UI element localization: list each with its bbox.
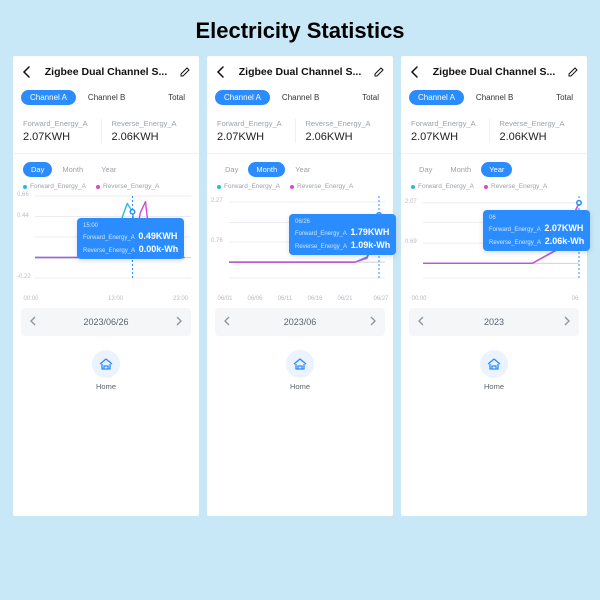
legend-reverse: Reverse_Energy_A [290,183,353,190]
date-label[interactable]: 2023/06/26 [83,317,128,327]
y-tick: -0.22 [17,274,31,280]
reverse-label: Reverse_Energy_A [500,119,578,128]
y-tick: 2.07 [405,199,417,205]
period-year[interactable]: Year [287,162,318,177]
prev-icon[interactable] [417,316,425,328]
prev-icon[interactable] [223,316,231,328]
app-title: Zigbee Dual Channel S... [227,66,373,78]
reverse-label: Reverse_Energy_A [112,119,190,128]
x-tick: 06 [572,296,579,302]
app-title: Zigbee Dual Channel S... [421,66,567,78]
date-nav: 2023/06/26 [21,308,191,336]
home-label: Home [290,382,310,391]
panel-day: Zigbee Dual Channel S... Channel A Channel… [13,56,199,516]
period-month[interactable]: Month [54,162,91,177]
edit-icon[interactable] [373,66,385,78]
x-tick: 06/16 [307,296,322,302]
reverse-value: 2.06KWH [112,131,190,143]
period-year[interactable]: Year [481,162,512,177]
panels-row: Zigbee Dual Channel S... Channel A Channel… [0,56,600,516]
chart-tooltip: 15:00Forward_Energy_A 0.49KWHReverse_Ene… [77,218,184,259]
back-icon[interactable] [215,66,227,78]
x-tick: 06/01 [217,296,232,302]
period-day[interactable]: Day [23,162,52,177]
x-tick: 13:00 [108,296,123,302]
forward-label: Forward_Energy_A [411,119,489,128]
date-nav: 2023 [409,308,579,336]
tab-total[interactable]: Total [550,90,579,105]
forward-label: Forward_Energy_A [23,119,101,128]
tab-channel-b[interactable]: Channel B [276,90,325,105]
date-label[interactable]: 2023/06 [284,317,317,327]
period-month[interactable]: Month [248,162,285,177]
tab-channel-a[interactable]: Channel A [409,90,464,105]
page-title: Electricity Statistics [0,0,600,56]
x-tick: 06/11 [278,296,293,302]
tab-total[interactable]: Total [162,90,191,105]
forward-value: 2.07KWH [411,131,489,143]
reverse-value: 2.06KWH [500,131,578,143]
y-tick: 2.27 [211,198,223,204]
x-tick: 23:00 [173,296,188,302]
tab-channel-b[interactable]: Channel B [470,90,519,105]
legend-forward: Forward_Energy_A [217,183,280,190]
chart-tooltip: 06/26Forward_Energy_A 1.79KWHReverse_Ene… [289,214,396,255]
home-icon[interactable] [480,350,508,378]
y-tick: 0.69 [405,239,417,245]
period-year[interactable]: Year [93,162,124,177]
reverse-value: 2.06KWH [306,131,384,143]
forward-value: 2.07KWH [23,131,101,143]
edit-icon[interactable] [179,66,191,78]
edit-icon[interactable] [567,66,579,78]
date-nav: 2023/06 [215,308,385,336]
energy-chart[interactable]: 0.66 0.44 -0.22 00:00 13:00 23:00 15:00Forward… [13,192,199,302]
forward-label: Forward_Energy_A [217,119,295,128]
tab-total[interactable]: Total [356,90,385,105]
x-tick: 06/27 [373,296,388,302]
reverse-label: Reverse_Energy_A [306,119,384,128]
home-label: Home [96,382,116,391]
legend-forward: Forward_Energy_A [23,183,86,190]
x-tick: 00:00 [411,296,426,302]
energy-chart[interactable]: 2.07 0.69 00:00 06 06Forward_Energy_A 2.07KW… [401,192,587,302]
period-month[interactable]: Month [442,162,479,177]
panel-year: Zigbee Dual Channel S... Channel A Channel… [401,56,587,516]
next-icon[interactable] [175,316,183,328]
tab-channel-a[interactable]: Channel A [215,90,270,105]
prev-icon[interactable] [29,316,37,328]
home-label: Home [484,382,504,391]
x-tick: 00:00 [23,296,38,302]
legend-forward: Forward_Energy_A [411,183,474,190]
y-tick: 0.44 [17,213,29,219]
home-icon[interactable] [92,350,120,378]
energy-chart[interactable]: 2.27 0.76 06/01 06/06 06/11 06/16 06/21 06/27 06… [207,192,393,302]
legend-reverse: Reverse_Energy_A [484,183,547,190]
period-day[interactable]: Day [217,162,246,177]
legend-reverse: Reverse_Energy_A [96,183,159,190]
date-label[interactable]: 2023 [484,317,504,327]
next-icon[interactable] [369,316,377,328]
period-day[interactable]: Day [411,162,440,177]
home-icon[interactable] [286,350,314,378]
back-icon[interactable] [21,66,33,78]
y-tick: 0.76 [211,238,223,244]
tab-channel-a[interactable]: Channel A [21,90,76,105]
tab-channel-b[interactable]: Channel B [82,90,131,105]
app-title: Zigbee Dual Channel S... [33,66,179,78]
panel-month: Zigbee Dual Channel S... Channel A Channel… [207,56,393,516]
next-icon[interactable] [563,316,571,328]
chart-tooltip: 06Forward_Energy_A 2.07KWHReverse_Energy… [483,210,590,251]
back-icon[interactable] [409,66,421,78]
y-tick: 0.66 [17,192,29,198]
x-tick: 06/06 [247,296,262,302]
forward-value: 2.07KWH [217,131,295,143]
x-tick: 06/21 [337,296,352,302]
